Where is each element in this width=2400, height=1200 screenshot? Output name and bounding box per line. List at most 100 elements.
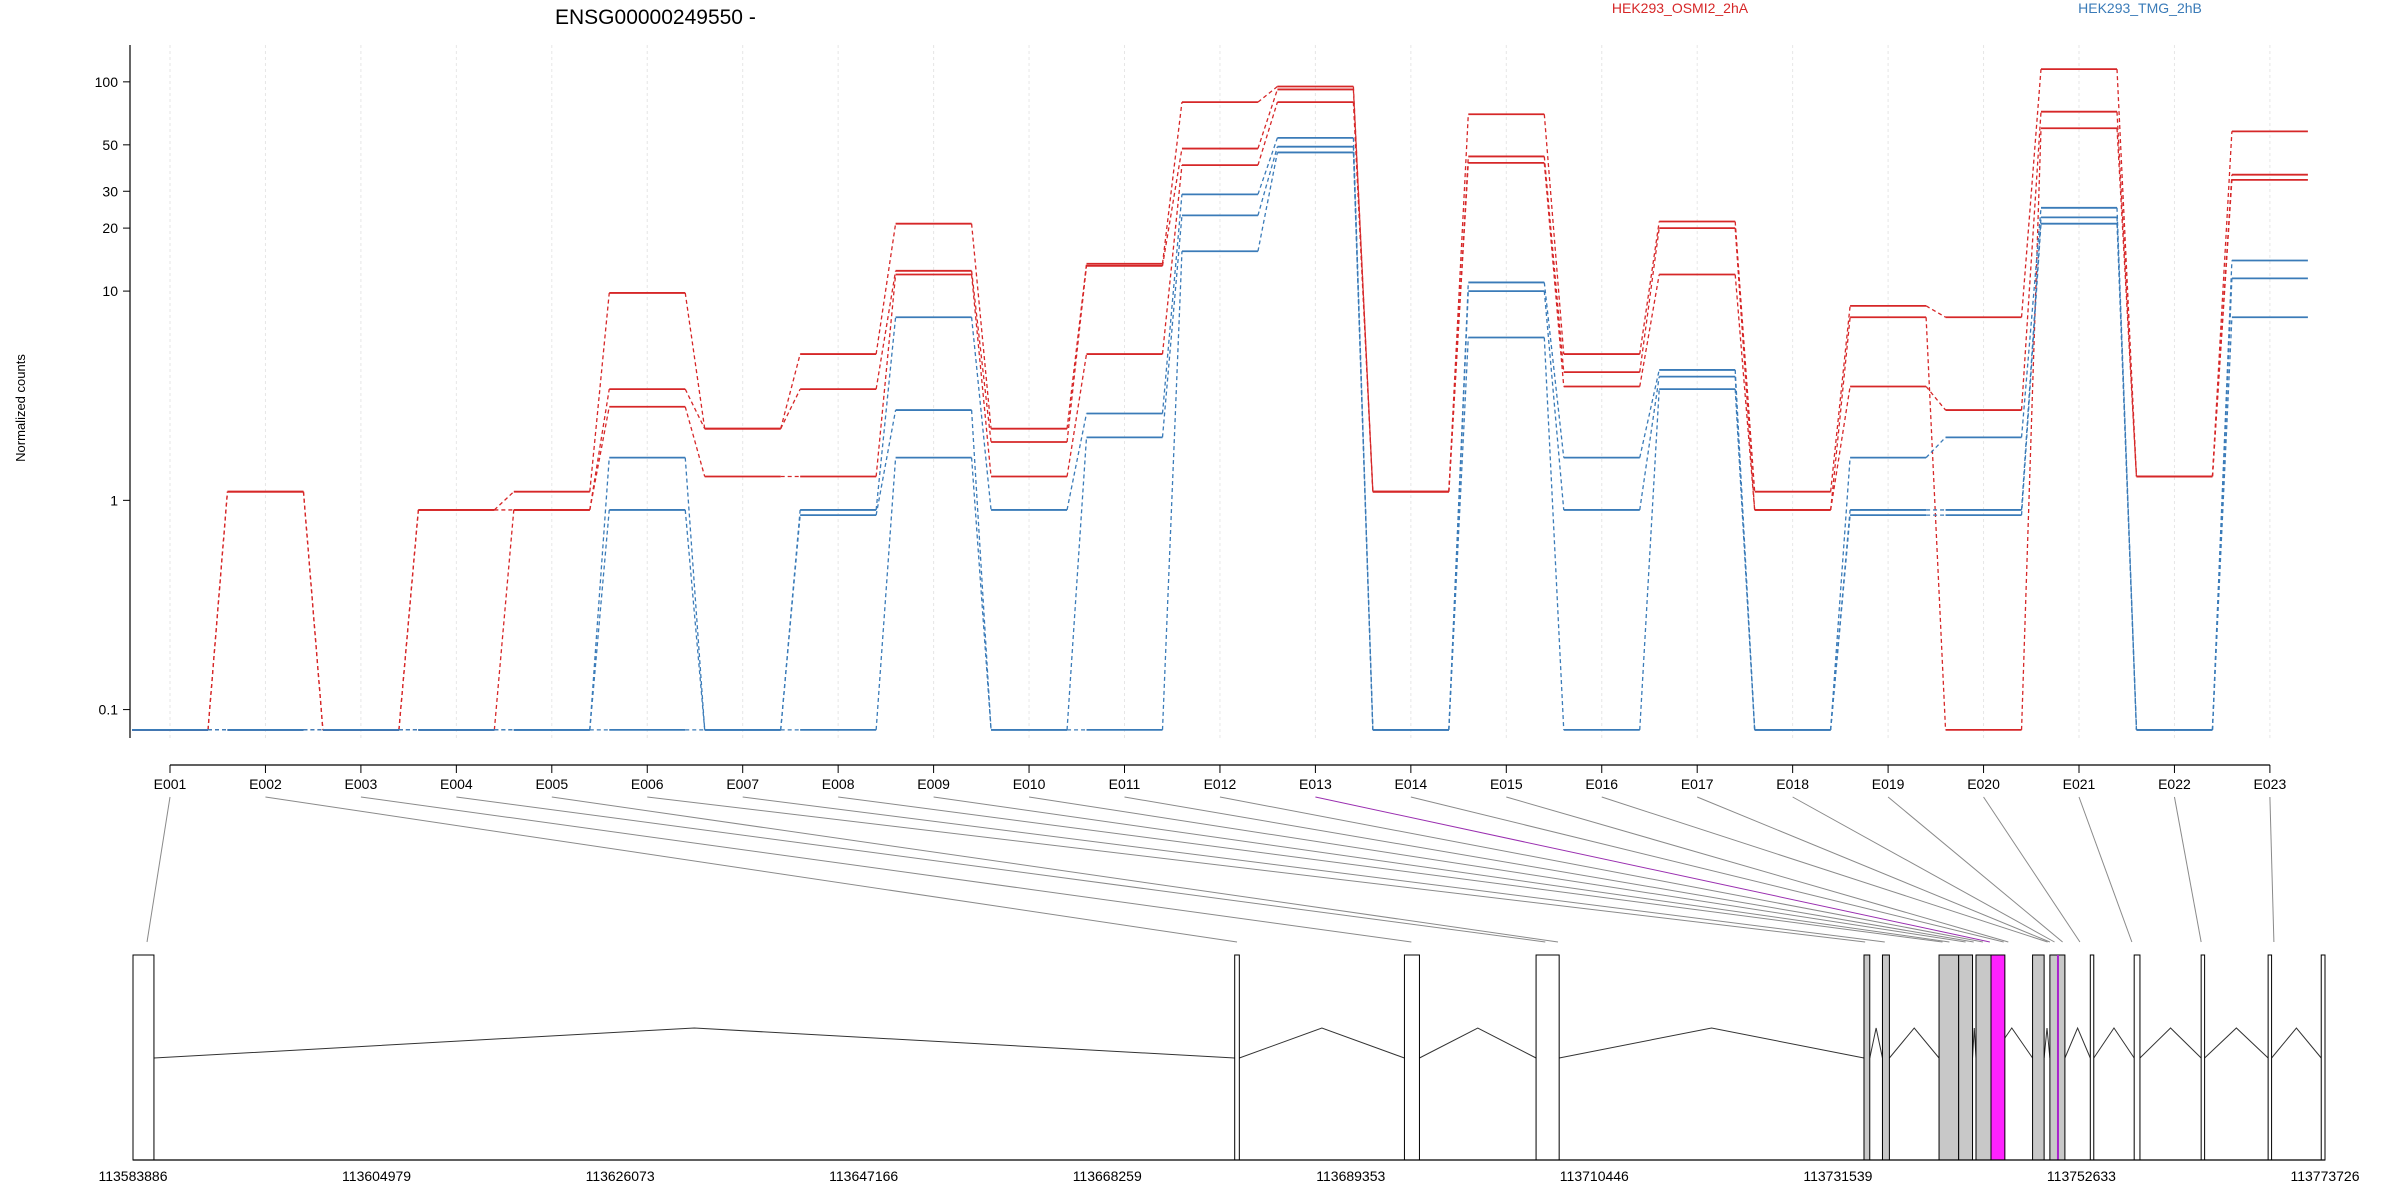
connector	[302, 491, 324, 730]
connector	[1161, 215, 1183, 438]
exon-box	[2089, 954, 2095, 1161]
gene-model-track	[132, 954, 2326, 1161]
y-tick-label: 1	[110, 492, 118, 508]
intron	[1419, 1027, 1537, 1059]
exon-connector-E013	[1315, 796, 1990, 943]
x-tick-label-E012: E012	[1204, 776, 1237, 792]
coord-label: 113710446	[1560, 1168, 1629, 1184]
connector	[2211, 317, 2233, 730]
x-tick-label-E003: E003	[345, 776, 378, 792]
connector	[970, 223, 992, 429]
connector	[1066, 413, 1088, 511]
connector	[780, 353, 801, 429]
connector	[780, 515, 801, 730]
connector	[2020, 111, 2042, 411]
exon-box	[1975, 954, 1992, 1161]
connector	[1257, 137, 1279, 195]
x-tick-label-E001: E001	[154, 776, 187, 792]
coord-label: 113689353	[1316, 1168, 1385, 1184]
connector	[1161, 102, 1183, 264]
intron	[2064, 1026, 2091, 1059]
intron	[2139, 1027, 2202, 1059]
exon-box	[1863, 954, 1871, 1161]
exon-connector-E017	[1697, 796, 2051, 943]
connector	[1639, 228, 1660, 373]
connector	[875, 457, 897, 730]
intron	[2204, 1027, 2269, 1059]
connector	[2116, 223, 2138, 730]
y-tick-label: 50	[102, 137, 118, 153]
connector	[398, 509, 419, 730]
connector	[684, 292, 706, 429]
connector	[970, 270, 992, 443]
connector	[1161, 194, 1183, 414]
connector	[1925, 436, 1947, 459]
connector	[970, 274, 992, 477]
connector	[1543, 162, 1565, 387]
connector	[1543, 156, 1565, 373]
y-tick-label: 0.1	[99, 702, 119, 718]
highlighted-exon	[1990, 954, 2006, 1161]
connector	[1639, 221, 1660, 355]
coord-label: 113752633	[2047, 1168, 2116, 1184]
connector	[1066, 437, 1088, 730]
connector	[1257, 152, 1279, 252]
x-tick-label-E017: E017	[1681, 776, 1714, 792]
connector	[1830, 317, 1851, 510]
connector	[1830, 509, 1851, 730]
y-axis-label: Normalized counts	[13, 354, 28, 462]
connector	[2020, 128, 2042, 730]
exon-box	[2133, 954, 2141, 1161]
connector	[875, 317, 897, 510]
x-tick-label-E011: E011	[1109, 776, 1141, 792]
intron	[1869, 1027, 1883, 1059]
y-tick-label: 30	[102, 183, 118, 199]
connector	[684, 457, 706, 730]
coord-label: 113668259	[1073, 1168, 1142, 1184]
connector	[875, 223, 897, 355]
y-tick-label: 20	[102, 220, 118, 236]
intron	[1889, 1027, 1940, 1059]
x-tick-label-E022: E022	[2158, 776, 2191, 792]
exon-box	[1938, 954, 1960, 1161]
genomic-coordinate-axis: 113583886 113604979 113626073 113647166 1136…	[98, 1159, 2360, 1184]
connector	[2116, 128, 2138, 477]
x-tick-label-E004: E004	[440, 776, 473, 792]
series-4	[132, 145, 2308, 731]
connector	[589, 406, 610, 511]
exon-box	[2032, 954, 2045, 1161]
exon-connector-lines	[146, 796, 2275, 943]
exon-connector-E006	[647, 796, 1866, 943]
connector	[1352, 152, 1374, 730]
connector	[1734, 221, 1756, 492]
x-axis: E001 E002 E003 E004 E005 E006 E007 E008 E009 E010…	[154, 764, 2286, 792]
x-tick-label-E008: E008	[822, 776, 855, 792]
y-tick-label: 10	[102, 283, 118, 299]
connector	[1161, 165, 1183, 355]
intron	[2271, 1027, 2322, 1059]
x-tick-label-E019: E019	[1872, 776, 1905, 792]
exon-connector-E007	[742, 796, 1885, 943]
exon-box	[132, 954, 155, 1161]
exon-connector-E020	[1983, 796, 2081, 943]
x-tick-label-E010: E010	[1013, 776, 1046, 792]
exon-box	[1535, 954, 1560, 1161]
connector	[1161, 251, 1183, 730]
vertical-gridlines	[169, 45, 2271, 738]
x-tick-label-E009: E009	[917, 776, 950, 792]
exon-connector-E012	[1219, 796, 1984, 943]
connector	[1543, 282, 1565, 458]
exon-box	[2320, 954, 2326, 1161]
connector	[875, 270, 897, 390]
coord-label: 113647166	[829, 1168, 898, 1184]
exon-connector-E004	[456, 796, 1546, 943]
x-tick-label-E020: E020	[1967, 776, 2000, 792]
connector	[589, 457, 610, 730]
connector	[589, 509, 610, 730]
connector	[970, 457, 992, 730]
connector	[1734, 274, 1756, 510]
coord-label: 113626073	[586, 1168, 655, 1184]
x-tick-label-E006: E006	[631, 776, 664, 792]
intron	[1972, 1027, 1977, 1059]
coord-label: 113773726	[2290, 1168, 2359, 1184]
